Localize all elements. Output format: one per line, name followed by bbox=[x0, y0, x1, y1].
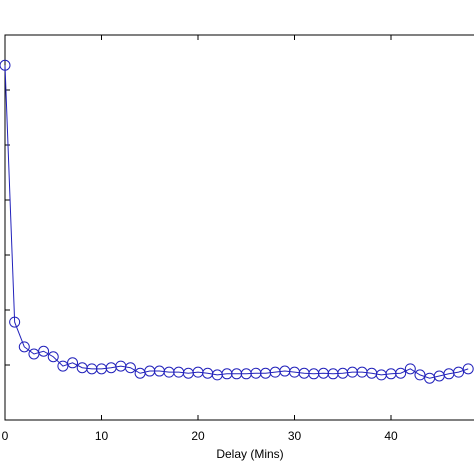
marker bbox=[67, 357, 79, 369]
marker bbox=[462, 363, 474, 375]
marker bbox=[453, 366, 465, 378]
marker bbox=[38, 345, 50, 357]
line bbox=[4, 65, 469, 379]
x-tick-label: 0 bbox=[2, 429, 9, 443]
marker bbox=[18, 341, 30, 353]
x-tick-label: 30 bbox=[288, 429, 302, 443]
marker bbox=[57, 360, 69, 372]
x-tick-label: 20 bbox=[191, 429, 205, 443]
x-tick-label: 40 bbox=[384, 429, 398, 443]
marker bbox=[395, 367, 407, 379]
marker bbox=[124, 362, 136, 374]
x-axis-label: Delay (Mins) bbox=[216, 447, 283, 461]
marker bbox=[47, 351, 59, 363]
x-tick-label: 10 bbox=[95, 429, 109, 443]
axes-box bbox=[4, 34, 474, 421]
marker bbox=[414, 369, 426, 381]
marker bbox=[0, 59, 11, 71]
marker bbox=[404, 363, 416, 375]
marker bbox=[9, 316, 21, 328]
